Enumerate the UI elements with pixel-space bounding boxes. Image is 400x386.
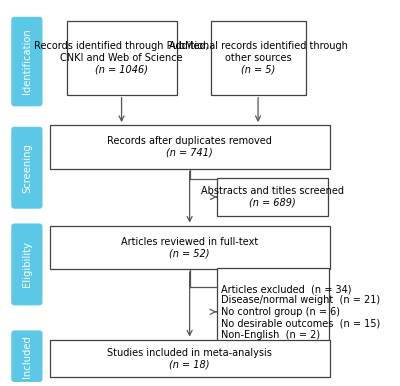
Text: (n = 689): (n = 689) bbox=[249, 198, 296, 208]
Text: (n = 1046): (n = 1046) bbox=[95, 64, 148, 74]
Text: Included: Included bbox=[22, 335, 32, 378]
FancyBboxPatch shape bbox=[50, 125, 330, 169]
FancyBboxPatch shape bbox=[50, 225, 330, 269]
FancyBboxPatch shape bbox=[11, 330, 42, 382]
Text: Abstracts and titles screened: Abstracts and titles screened bbox=[201, 186, 344, 196]
FancyBboxPatch shape bbox=[66, 21, 176, 95]
Text: (n = 741): (n = 741) bbox=[166, 147, 213, 157]
FancyBboxPatch shape bbox=[11, 127, 42, 209]
FancyBboxPatch shape bbox=[50, 340, 330, 378]
FancyBboxPatch shape bbox=[216, 268, 329, 356]
FancyBboxPatch shape bbox=[11, 17, 42, 106]
Text: Records identified through PubMed,: Records identified through PubMed, bbox=[34, 41, 209, 51]
Text: Articles excluded  (n = 34): Articles excluded (n = 34) bbox=[221, 284, 351, 294]
Text: Screening: Screening bbox=[22, 143, 32, 193]
Text: Additional records identified through: Additional records identified through bbox=[169, 41, 348, 51]
Text: (n = 52): (n = 52) bbox=[169, 248, 210, 258]
Text: CNKI and Web of Science: CNKI and Web of Science bbox=[60, 53, 183, 63]
Text: (n = 5): (n = 5) bbox=[241, 64, 275, 74]
Text: Identification: Identification bbox=[22, 29, 32, 95]
Text: Eligibility: Eligibility bbox=[22, 242, 32, 287]
Text: (n = 18): (n = 18) bbox=[169, 359, 210, 369]
FancyBboxPatch shape bbox=[210, 21, 306, 95]
Text: No control group (n = 6): No control group (n = 6) bbox=[221, 307, 340, 317]
Text: Non-English  (n = 2): Non-English (n = 2) bbox=[221, 330, 320, 340]
FancyBboxPatch shape bbox=[11, 223, 42, 305]
FancyBboxPatch shape bbox=[217, 178, 328, 216]
Text: Disease/normal weight  (n = 21): Disease/normal weight (n = 21) bbox=[221, 295, 380, 305]
Text: No desirable outcomes  (n = 15): No desirable outcomes (n = 15) bbox=[221, 318, 380, 328]
Text: Records after duplicates removed: Records after duplicates removed bbox=[107, 136, 272, 146]
Text: other sources: other sources bbox=[225, 53, 291, 63]
Text: Studies included in meta-analysis: Studies included in meta-analysis bbox=[107, 348, 272, 358]
Text: Articles reviewed in full-text: Articles reviewed in full-text bbox=[121, 237, 258, 247]
